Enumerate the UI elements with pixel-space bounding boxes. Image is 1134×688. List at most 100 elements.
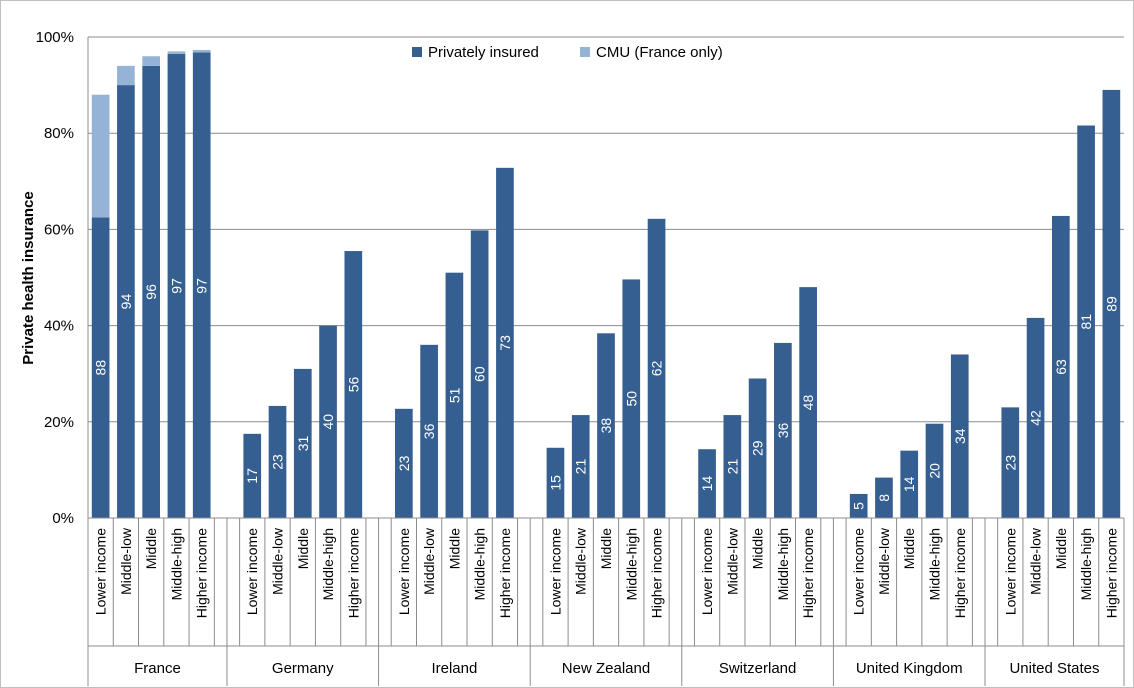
bar-cmu — [91, 94, 110, 218]
bar-privately-insured — [1026, 317, 1045, 518]
x-tick-label: Lower income — [699, 528, 715, 615]
data-label: 14 — [699, 476, 715, 492]
legend-label: CMU (France only) — [596, 44, 723, 61]
bar-privately-insured — [470, 230, 489, 518]
bar-privately-insured — [117, 85, 135, 518]
x-tick-label: Middle-high — [775, 528, 791, 600]
bar-privately-insured — [849, 493, 868, 518]
bar-privately-insured — [925, 423, 944, 518]
bar-privately-insured — [622, 279, 641, 518]
x-tick-label: Middle — [295, 528, 311, 569]
group-label: France — [134, 660, 181, 677]
bar-privately-insured — [597, 333, 615, 518]
x-tick-label: Lower income — [1002, 528, 1018, 615]
y-tick-label: 20% — [44, 414, 74, 431]
bar-privately-insured — [420, 344, 438, 518]
bar-privately-insured — [1077, 125, 1095, 518]
bar-privately-insured — [142, 65, 161, 519]
data-label: 36 — [421, 423, 437, 439]
data-label: 73 — [497, 335, 513, 351]
x-tick-label: Middle — [598, 528, 614, 569]
data-label: 97 — [194, 278, 210, 294]
x-tick-label: Lower income — [244, 528, 260, 615]
group-label: Germany — [272, 660, 334, 677]
data-label: 97 — [168, 278, 184, 294]
bar-privately-insured — [268, 405, 287, 518]
bar-privately-insured — [167, 53, 186, 519]
data-label: 96 — [143, 284, 159, 300]
legend-swatch — [412, 47, 422, 57]
x-tick-label: Middle-low — [876, 527, 892, 595]
bar-privately-insured — [91, 217, 110, 518]
data-label: 14 — [901, 476, 917, 492]
x-tick-label: Higher income — [497, 528, 513, 618]
x-tick-label: Middle-low — [573, 527, 589, 595]
bar-privately-insured — [1102, 89, 1121, 518]
x-tick-label: Middle-low — [724, 527, 740, 595]
x-tick-label: Middle-high — [472, 528, 488, 600]
data-label: 63 — [1053, 359, 1069, 375]
x-tick-label: Middle — [750, 528, 766, 569]
data-label: 89 — [1103, 296, 1119, 312]
legend-label: Privately insured — [428, 44, 539, 61]
data-label: 21 — [573, 459, 589, 475]
group-label: United States — [1009, 660, 1099, 677]
data-label: 62 — [649, 360, 665, 376]
x-tick-label: Middle-low — [270, 527, 286, 595]
data-label: 60 — [472, 366, 488, 382]
data-label: 51 — [446, 387, 462, 403]
bar-privately-insured — [950, 354, 969, 518]
y-tick-label: 60% — [44, 221, 74, 238]
y-tick-label: 100% — [36, 29, 74, 46]
x-tick-label: Middle — [1053, 528, 1069, 569]
x-tick-label: Higher income — [952, 528, 968, 618]
y-axis-label: Private health insurance — [20, 191, 37, 364]
bar-cmu — [192, 49, 211, 53]
bar-privately-insured — [900, 450, 919, 518]
x-tick-label: Middle-high — [926, 528, 942, 600]
x-tick-label: Middle — [143, 528, 159, 569]
x-tick-label: Higher income — [194, 528, 210, 618]
x-tick-label: Higher income — [800, 528, 816, 618]
bar-cmu — [142, 56, 161, 66]
x-tick-label: Lower income — [396, 528, 412, 615]
bar-privately-insured — [1051, 215, 1070, 518]
x-tick-label: Middle-high — [320, 528, 336, 600]
bar-privately-insured — [445, 272, 464, 518]
data-label: 94 — [118, 294, 134, 310]
data-label: 81 — [1078, 314, 1094, 330]
bar-privately-insured — [344, 251, 363, 519]
axes: 0% 20% 40% 60% 80% 100% Lower income Middle-low… — [36, 29, 1125, 686]
bar-privately-insured — [571, 415, 590, 518]
data-label: 50 — [623, 391, 639, 407]
data-label: 36 — [775, 422, 791, 438]
data-label: 17 — [244, 468, 260, 484]
group-label: Ireland — [431, 660, 477, 677]
y-tick-label: 40% — [44, 318, 74, 335]
bar-cmu — [167, 51, 186, 54]
data-label: 21 — [724, 459, 740, 475]
data-label: 56 — [345, 377, 361, 393]
group-label: Switzerland — [719, 660, 797, 677]
x-tick-label: Middle-low — [1028, 527, 1044, 595]
bar-privately-insured — [748, 378, 767, 518]
bar-privately-insured — [1001, 407, 1020, 518]
data-label: 88 — [93, 360, 109, 376]
x-tick-label: Middle — [901, 528, 917, 569]
x-tick-label: Lower income — [547, 528, 563, 615]
group-label: United Kingdom — [856, 660, 963, 677]
data-label: 42 — [1028, 410, 1044, 426]
data-label: 48 — [800, 395, 816, 411]
x-tick-label: Middle-low — [118, 527, 134, 595]
bar-privately-insured — [395, 408, 413, 518]
bar-privately-insured — [723, 415, 742, 518]
legend-swatch — [580, 47, 590, 57]
x-tick-label: Middle-low — [421, 527, 437, 595]
data-label: 38 — [598, 418, 614, 434]
data-label: 23 — [1002, 455, 1018, 471]
data-label: 23 — [270, 454, 286, 470]
x-tick-label: Middle-high — [623, 528, 639, 600]
bar-privately-insured — [319, 325, 337, 518]
x-tick-label: Middle-high — [168, 528, 184, 600]
